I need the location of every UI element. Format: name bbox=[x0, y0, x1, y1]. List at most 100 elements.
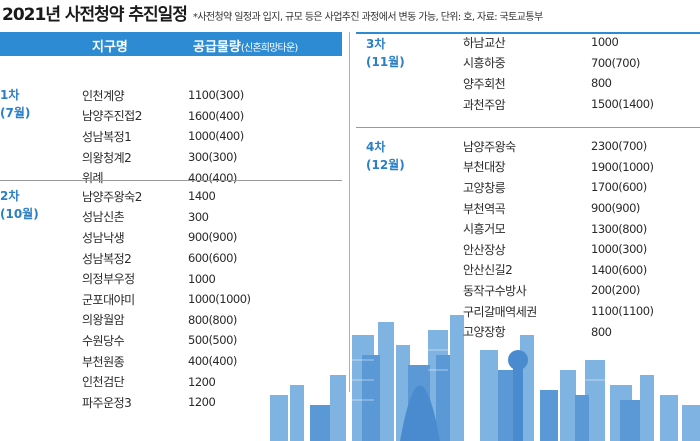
supply-value: 1200 bbox=[188, 374, 216, 389]
phase-month: (10월) bbox=[0, 207, 39, 221]
site-name: 인천검단 bbox=[82, 375, 125, 390]
site-name: 성남신촌 bbox=[82, 210, 125, 225]
site-name: 성남낙생 bbox=[82, 230, 125, 245]
supply-value: 1100(300) bbox=[188, 88, 244, 103]
table-row: 의왕월암 800(800) bbox=[82, 310, 251, 331]
site-name: 남양주왕숙 bbox=[463, 139, 516, 154]
phase-label: 4차 (12월) bbox=[366, 138, 446, 174]
group-divider bbox=[356, 127, 700, 128]
phase-label: 1차 (7월) bbox=[0, 86, 80, 122]
table-row: 동작구수방사 200(200) bbox=[463, 280, 654, 301]
supply-value: 1000(400) bbox=[188, 129, 244, 144]
table-row: 인천검단 1200 bbox=[82, 371, 251, 392]
site-name: 남양주왕숙2 bbox=[82, 189, 142, 204]
site-name: 부천역곡 bbox=[463, 201, 506, 216]
supply-value: 1600(400) bbox=[188, 108, 244, 123]
table-row: 의정부우정 1000 bbox=[82, 268, 251, 289]
site-name: 남양주진접2 bbox=[82, 109, 142, 124]
phase-month: (11월) bbox=[366, 55, 405, 69]
site-name: 시흥거모 bbox=[463, 222, 506, 237]
table-row: 남양주왕숙2 1400 bbox=[82, 186, 251, 207]
site-name: 인천계양 bbox=[82, 88, 125, 103]
site-name: 의정부우정 bbox=[82, 272, 135, 287]
column-header-site: 지구명 bbox=[92, 40, 128, 55]
site-list: 인천계양 1100(300) 남양주진접2 1600(400) 성남복정1 1000(… bbox=[82, 85, 244, 188]
table-row: 파주운정3 1200 bbox=[82, 392, 251, 413]
table-row: 고양창릉 1700(600) bbox=[463, 177, 654, 198]
supply-value: 1000(300) bbox=[591, 242, 647, 257]
site-list: 남양주왕숙2 1400 성남신촌 300 성남낙생 900(900) 성남복정2 600… bbox=[82, 186, 251, 413]
site-name: 부천대장 bbox=[463, 160, 506, 175]
column-header-supply: 공급물량(신혼희망타운) bbox=[193, 36, 298, 55]
table-row: 시흥하중 700(700) bbox=[463, 53, 654, 74]
site-name: 파주운정3 bbox=[82, 395, 132, 410]
site-name: 과천주암 bbox=[463, 97, 506, 112]
phase-label: 2차 (10월) bbox=[0, 187, 80, 223]
supply-value: 1400 bbox=[188, 189, 216, 204]
site-name: 동작구수방사 bbox=[463, 283, 527, 298]
supply-value: 900(900) bbox=[188, 230, 237, 245]
left-panel: 지구명 공급물량(신혼희망타운) 1차 (7월) 인천계양 1100(300) 남… bbox=[0, 32, 342, 185]
site-name: 시흥하중 bbox=[463, 56, 506, 71]
supply-value: 400(400) bbox=[188, 354, 237, 369]
column-header-supply-label: 공급물량 bbox=[193, 40, 241, 55]
top-rule bbox=[356, 32, 700, 34]
supply-value: 200(200) bbox=[591, 283, 640, 298]
table-row: 위례 400(400) bbox=[82, 167, 244, 188]
site-name: 구리갈매역세권 bbox=[463, 304, 537, 319]
site-name: 의왕월암 bbox=[82, 313, 125, 328]
table-row: 부천원종 400(400) bbox=[82, 351, 251, 372]
supply-value: 800 bbox=[591, 324, 612, 339]
table-row: 수원당수 500(500) bbox=[82, 330, 251, 351]
site-name: 안산장상 bbox=[463, 242, 506, 257]
site-name: 양주회천 bbox=[463, 76, 506, 91]
supply-value: 700(700) bbox=[591, 55, 640, 70]
phase-month: (12월) bbox=[366, 158, 405, 172]
site-name: 성남복정1 bbox=[82, 129, 132, 144]
site-name: 성남복정2 bbox=[82, 251, 132, 266]
supply-value: 1900(1000) bbox=[591, 159, 654, 174]
table-row: 하남교산 1000 bbox=[463, 32, 654, 53]
table-row: 구리갈매역세권 1100(1100) bbox=[463, 301, 654, 322]
table-row: 안산장상 1000(300) bbox=[463, 239, 654, 260]
column-divider bbox=[349, 32, 350, 392]
table-row: 과천주암 1500(1400) bbox=[463, 94, 654, 115]
site-name: 고양창릉 bbox=[463, 180, 506, 195]
table-row: 성남복정1 1000(400) bbox=[82, 126, 244, 147]
site-name: 하남교산 bbox=[463, 35, 506, 50]
table-row: 양주회천 800 bbox=[463, 73, 654, 94]
title-row: 2021년 사전청약 추진일정 *사전청약 일정과 입지, 규모 등은 사업추진… bbox=[2, 0, 698, 26]
table-row: 남양주왕숙 2300(700) bbox=[463, 136, 654, 157]
site-name: 수원당수 bbox=[82, 333, 125, 348]
supply-value: 1000 bbox=[591, 35, 619, 50]
site-name: 위례 bbox=[82, 171, 104, 186]
site-name: 안산신길2 bbox=[463, 263, 513, 278]
supply-value: 300(300) bbox=[188, 150, 237, 165]
supply-value: 1100(1100) bbox=[591, 304, 654, 319]
table-header: 지구명 공급물량(신혼희망타운) bbox=[0, 32, 342, 56]
site-name: 부천원종 bbox=[82, 354, 125, 369]
supply-value: 400(400) bbox=[188, 170, 237, 185]
site-list: 하남교산 1000 시흥하중 700(700) 양주회천 800 과천주암 1500(1… bbox=[463, 32, 654, 114]
supply-value: 1700(600) bbox=[591, 180, 647, 195]
supply-value: 1500(1400) bbox=[591, 97, 654, 112]
table-row: 고양장항 800 bbox=[463, 321, 654, 342]
site-name: 의왕청계2 bbox=[82, 150, 132, 165]
page-title: 2021년 사전청약 추진일정 bbox=[2, 5, 188, 25]
phase-group: 1차 (7월) 인천계양 1100(300) 남양주진접2 1600(400) 성남… bbox=[0, 56, 342, 185]
table-row: 부천역곡 900(900) bbox=[463, 198, 654, 219]
table-row: 인천계양 1100(300) bbox=[82, 85, 244, 106]
supply-value: 800 bbox=[591, 76, 612, 91]
supply-value: 1000 bbox=[188, 271, 216, 286]
supply-value: 800(800) bbox=[188, 312, 237, 327]
table-row: 부천대장 1900(1000) bbox=[463, 157, 654, 178]
table-row: 안산신길2 1400(600) bbox=[463, 260, 654, 281]
supply-value: 600(600) bbox=[188, 251, 237, 266]
supply-value: 300 bbox=[188, 209, 209, 224]
group-divider bbox=[0, 180, 342, 181]
site-name: 고양장항 bbox=[463, 325, 506, 340]
footnote: *사전청약 일정과 입지, 규모 등은 사업추진 과정에서 변동 가능, 단위:… bbox=[192, 12, 543, 23]
supply-value: 1000(1000) bbox=[188, 292, 251, 307]
supply-value: 1300(800) bbox=[591, 221, 647, 236]
